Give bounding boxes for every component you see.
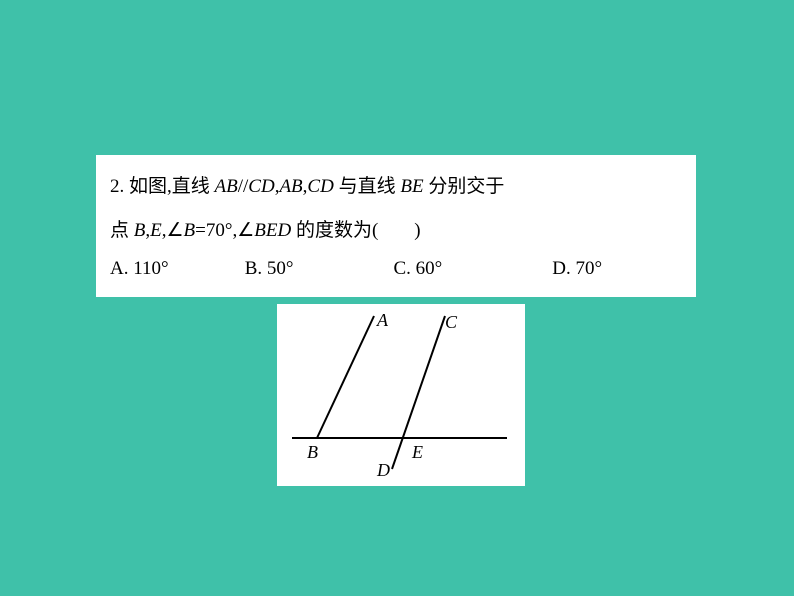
diagram-box: A C B E D [277,304,525,486]
parallel-symbol: // [238,176,249,197]
be-text: BE [400,176,423,197]
ab-text: AB [215,176,238,197]
answer-blank [378,218,414,236]
b-point: B [134,220,146,241]
text-prefix: 如图,直线 [129,176,215,197]
label-b: B [307,442,318,462]
geometry-diagram: A C B E D [277,304,525,486]
option-c: C. 60° [394,252,548,286]
paren-close: ) [414,220,420,241]
angle-symbol: ∠ [166,220,183,241]
line-ba [317,316,374,438]
angle-symbol2: ∠ [237,220,254,241]
line2-suffix: 的度数为( [291,220,378,241]
label-c: C [445,312,458,332]
question-text: 2. 如图,直线 AB//CD,AB,CD 与直线 BE 分别交于 点 B,E,… [110,165,682,252]
cd2-text: CD [307,176,333,197]
text-mid: 与直线 [334,176,401,197]
line2-prefix: 点 [110,220,134,241]
bed-text: BED [254,220,291,241]
b-angle: B [184,220,196,241]
option-b: B. 50° [245,252,389,286]
question-number: 2. [110,176,124,197]
question-box: 2. 如图,直线 AB//CD,AB,CD 与直线 BE 分别交于 点 B,E,… [96,155,696,297]
angle-value: 70° [206,220,233,241]
label-d: D [376,460,390,480]
text-suffix: 分别交于 [424,176,505,197]
ab2-text: AB [279,176,302,197]
cd-text: CD [248,176,274,197]
label-a: A [376,310,389,330]
option-d: D. 70° [552,252,602,286]
label-e: E [411,442,423,462]
options-row: A. 110° B. 50° C. 60° D. 70° [110,252,682,286]
option-a: A. 110° [110,252,240,286]
equals: = [195,220,206,241]
e-point: E [150,220,162,241]
